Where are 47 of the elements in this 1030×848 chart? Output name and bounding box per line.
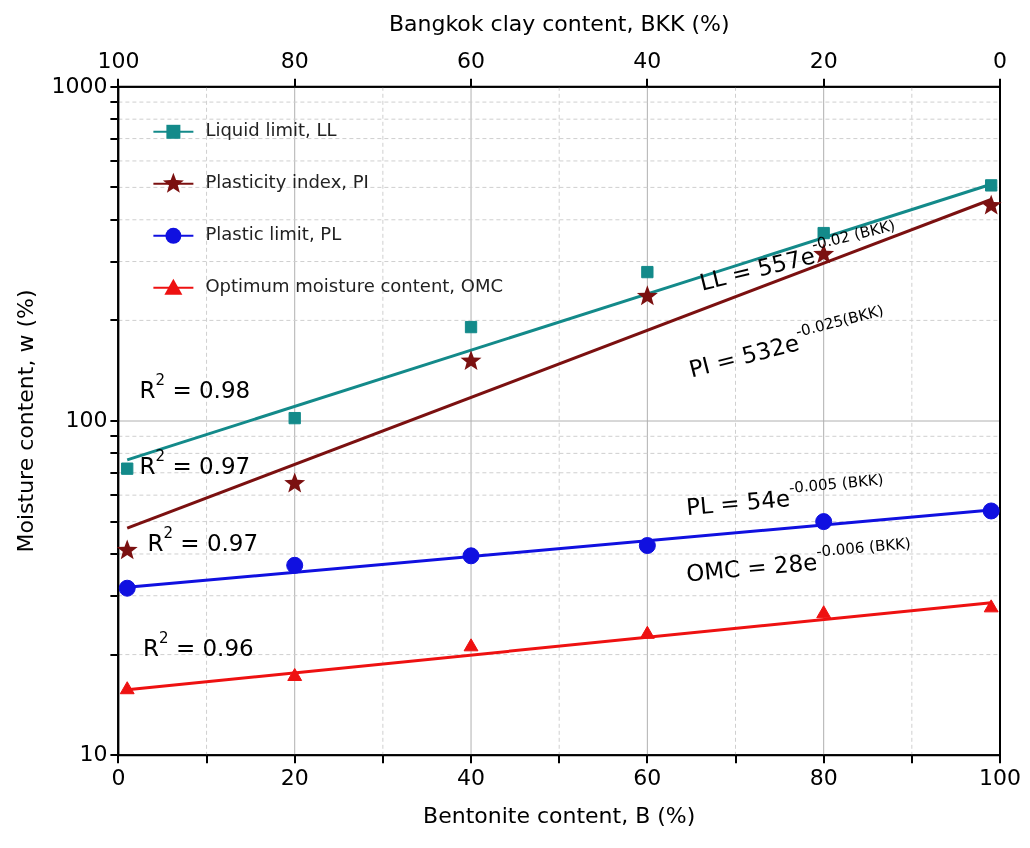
point [982, 502, 1000, 520]
legend-label: Optimum moisture content, OMC [205, 275, 504, 297]
legend-label: Plasticity index, PI [205, 171, 369, 193]
point [284, 472, 306, 493]
point [636, 285, 658, 306]
x-axis-title: Bentonite content, B (%) [423, 802, 696, 828]
point [983, 599, 999, 613]
point [463, 638, 479, 652]
x2-tick-label: 0 [993, 48, 1007, 74]
point [119, 681, 135, 695]
point [638, 537, 656, 555]
x-tick-label: 40 [457, 765, 486, 791]
point [121, 462, 134, 475]
x2-tick-label: 20 [809, 48, 838, 74]
x2-tick-label: 80 [280, 48, 309, 74]
x2-tick-label: 60 [457, 48, 486, 74]
point [462, 547, 480, 565]
x-tick-label: 60 [633, 765, 662, 791]
x-tick-label: 20 [280, 765, 309, 791]
y-tick-label: 10 [79, 740, 108, 766]
annotation: OMC = 28e-0.006 (BKK) [685, 534, 912, 587]
legend-label: Plastic limit, PL [205, 223, 342, 245]
x2-axis-title: Bangkok clay content, BKK (%) [388, 10, 730, 36]
annotation: LL = 557e-0.02 (BKK) [697, 216, 897, 296]
x2-tick-label: 40 [633, 48, 662, 74]
legend-label: Liquid limit, LL [205, 119, 337, 141]
point [460, 350, 482, 371]
point [980, 194, 1002, 215]
y-tick-label: 1000 [51, 72, 108, 98]
point [815, 513, 833, 531]
y-tick-label: 100 [65, 406, 108, 432]
point [816, 605, 832, 619]
point [639, 625, 655, 639]
point [464, 320, 478, 334]
point [118, 579, 136, 597]
x-tick-label: 100 [979, 765, 1021, 791]
y-axis-title: Moisture content, w (%) [12, 289, 38, 553]
point [286, 556, 304, 574]
x-tick-label: 80 [809, 765, 838, 791]
x-tick-label: 0 [111, 765, 126, 791]
point [985, 179, 998, 192]
point [116, 539, 138, 560]
point [641, 265, 654, 279]
x2-tick-label: 100 [97, 48, 140, 74]
annotation: PL = 54e-0.005 (BKK) [685, 470, 885, 521]
point [287, 667, 303, 681]
point [288, 411, 301, 425]
